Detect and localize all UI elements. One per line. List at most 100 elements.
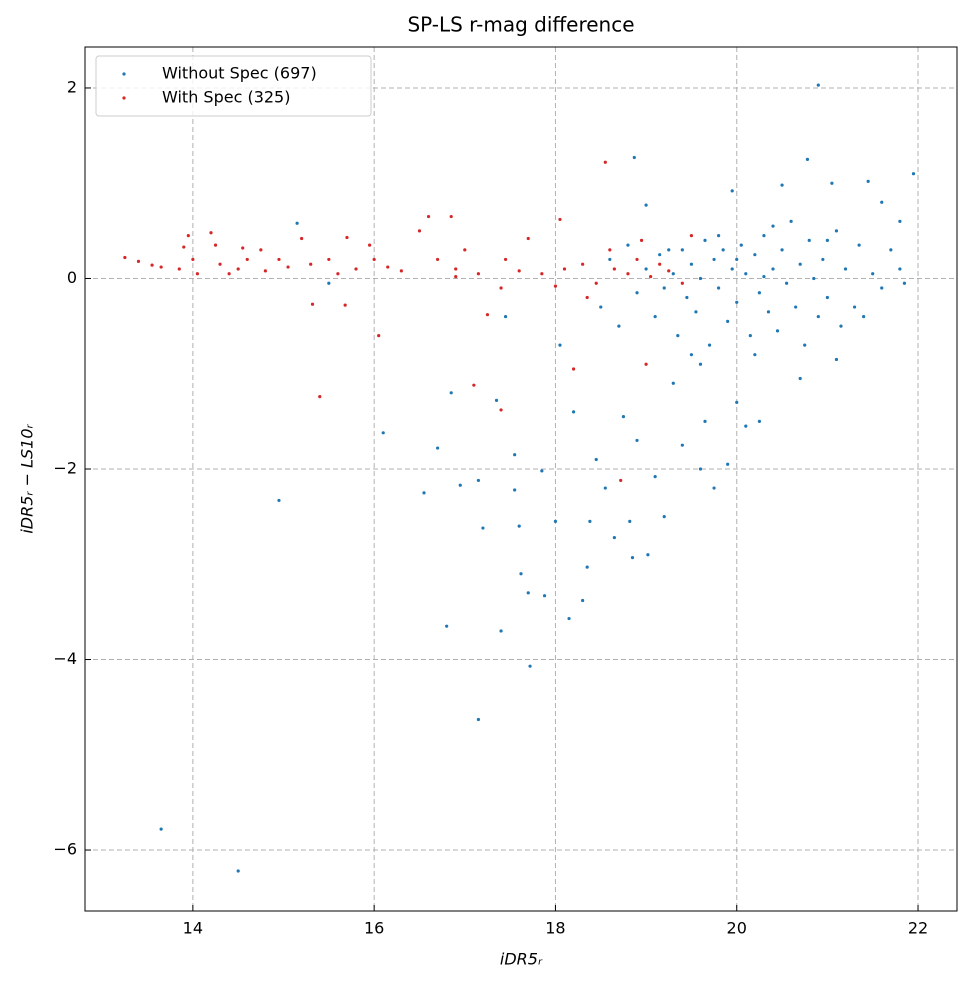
point: [553, 519, 558, 523]
point: [843, 267, 848, 271]
point: [902, 281, 907, 285]
point: [803, 343, 807, 347]
point: [626, 243, 630, 247]
point: [476, 478, 480, 483]
point: [553, 284, 558, 288]
point: [653, 314, 657, 319]
point: [748, 334, 752, 338]
legend-marker: [122, 96, 126, 100]
point: [635, 438, 639, 443]
point: [619, 478, 623, 483]
point: [667, 248, 671, 252]
point: [839, 324, 843, 328]
point: [612, 535, 616, 540]
point: [662, 286, 666, 290]
point: [816, 83, 820, 87]
point: [730, 267, 734, 271]
point: [635, 257, 639, 262]
point: [372, 257, 376, 262]
point: [662, 515, 666, 519]
point: [123, 255, 127, 260]
point: [499, 629, 503, 633]
point: [227, 272, 231, 276]
point: [671, 272, 675, 276]
point: [762, 274, 766, 279]
point: [775, 329, 780, 333]
point: [218, 262, 222, 266]
point: [649, 274, 653, 279]
point: [386, 265, 390, 269]
point: [603, 486, 607, 490]
point: [399, 269, 403, 273]
point: [794, 305, 798, 309]
point: [780, 248, 784, 252]
y-axis-label: iDR5ᵣ − LS10ᵣ: [18, 423, 37, 533]
point: [807, 238, 811, 242]
point: [436, 257, 440, 262]
point: [517, 269, 521, 273]
point: [757, 419, 761, 423]
point: [540, 469, 544, 473]
point: [526, 236, 530, 241]
y-tick-label: 0: [67, 268, 77, 287]
point: [689, 353, 694, 357]
point: [310, 302, 315, 306]
legend-label: With Spec (325): [162, 88, 290, 107]
point: [685, 295, 689, 300]
point: [825, 295, 829, 300]
point: [436, 446, 440, 450]
point: [513, 488, 517, 492]
point: [241, 246, 245, 250]
point: [567, 616, 571, 621]
point: [540, 272, 544, 276]
point: [528, 664, 532, 668]
point: [621, 415, 626, 419]
point: [757, 291, 761, 295]
point: [562, 267, 567, 271]
chart-title: SP-LS r-mag difference: [407, 13, 634, 37]
point: [608, 257, 612, 262]
point: [343, 303, 347, 307]
point: [368, 243, 372, 247]
point: [653, 475, 657, 479]
point: [911, 172, 916, 176]
point: [834, 357, 839, 362]
point: [717, 234, 721, 238]
point: [753, 253, 757, 257]
legend-box: [95, 55, 372, 117]
point: [644, 267, 648, 271]
point: [277, 498, 281, 503]
point: [159, 827, 163, 831]
point: [703, 238, 707, 242]
point: [472, 383, 476, 387]
point: [458, 483, 462, 487]
point: [798, 262, 802, 266]
point: [277, 257, 281, 262]
point: [735, 257, 739, 262]
point: [481, 526, 485, 530]
point: [485, 313, 490, 317]
point: [658, 253, 662, 257]
point: [445, 624, 449, 628]
point: [327, 281, 331, 285]
point: [309, 262, 313, 266]
point: [726, 319, 730, 323]
point: [717, 286, 721, 290]
point: [571, 367, 576, 371]
y-tick-label: 2: [67, 77, 77, 96]
point: [698, 276, 703, 281]
point: [286, 265, 290, 269]
point: [236, 267, 240, 271]
point: [594, 281, 598, 285]
point: [753, 353, 757, 357]
point: [150, 263, 154, 267]
point: [889, 248, 893, 252]
point: [295, 221, 299, 225]
series: [123, 160, 694, 483]
point: [771, 267, 775, 271]
point: [594, 457, 598, 462]
point: [463, 248, 467, 252]
point: [680, 281, 684, 285]
point: [417, 229, 422, 233]
